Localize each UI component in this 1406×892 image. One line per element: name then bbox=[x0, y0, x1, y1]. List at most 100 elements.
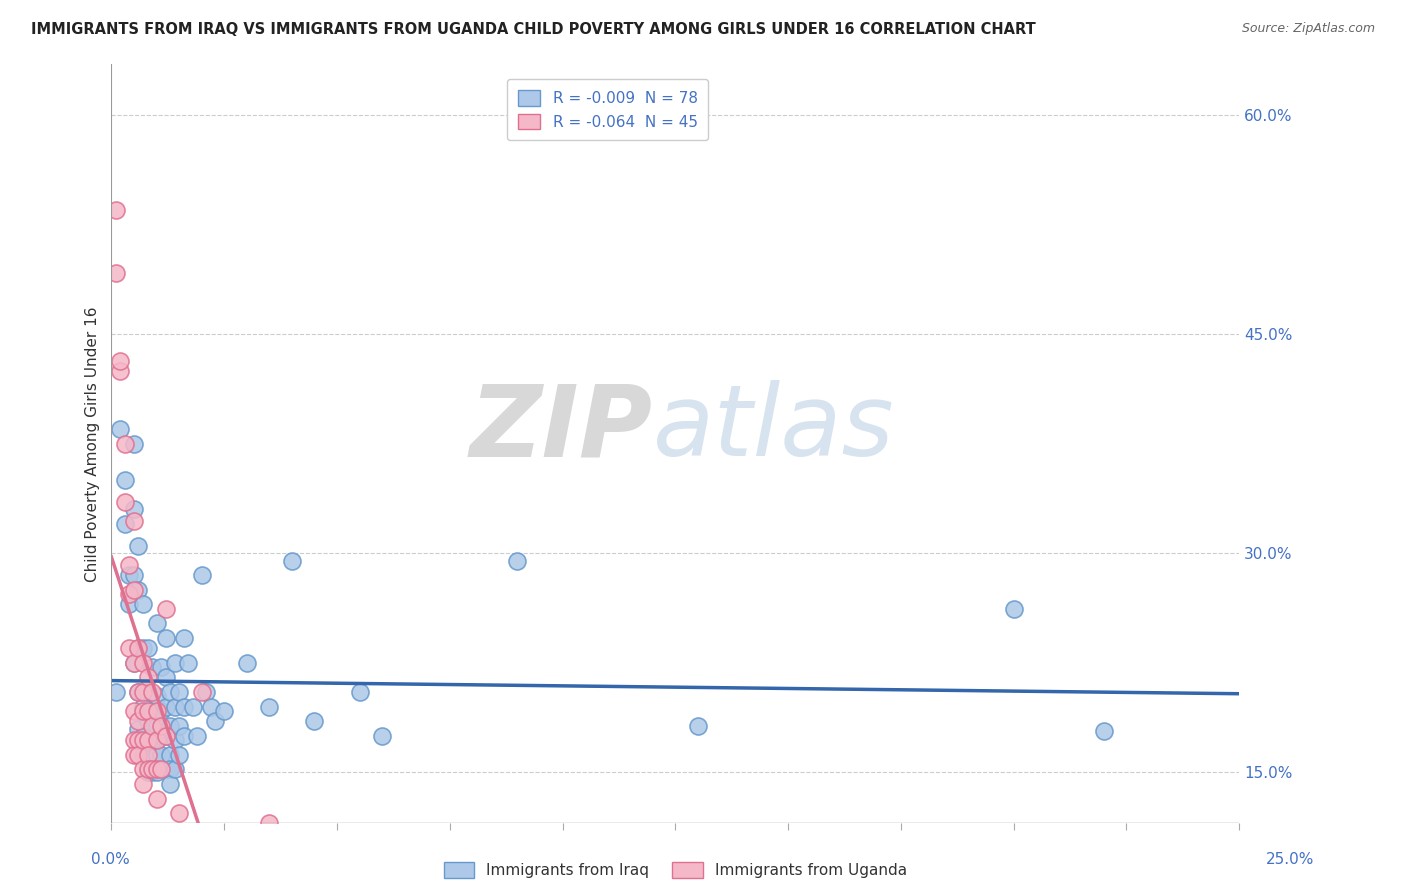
Point bbox=[136, 704, 159, 718]
Point bbox=[122, 514, 145, 528]
Point bbox=[145, 791, 167, 805]
Point bbox=[118, 568, 141, 582]
Point bbox=[122, 704, 145, 718]
Point bbox=[127, 733, 149, 747]
Point bbox=[118, 587, 141, 601]
Point bbox=[163, 656, 186, 670]
Point bbox=[506, 553, 529, 567]
Point bbox=[122, 747, 145, 762]
Point bbox=[141, 751, 163, 765]
Point bbox=[155, 602, 177, 616]
Point bbox=[145, 747, 167, 762]
Point bbox=[167, 685, 190, 699]
Point bbox=[141, 660, 163, 674]
Point bbox=[114, 473, 136, 487]
Point bbox=[195, 685, 218, 699]
Point bbox=[132, 685, 155, 699]
Point bbox=[127, 539, 149, 553]
Point bbox=[127, 685, 149, 699]
Point bbox=[110, 364, 132, 378]
Point bbox=[173, 631, 195, 645]
Point bbox=[104, 266, 127, 280]
Point bbox=[163, 763, 186, 777]
Point bbox=[200, 699, 222, 714]
Point bbox=[136, 714, 159, 729]
Point bbox=[155, 729, 177, 743]
Point bbox=[155, 670, 177, 684]
Point bbox=[122, 656, 145, 670]
Point bbox=[141, 733, 163, 747]
Point bbox=[173, 699, 195, 714]
Point bbox=[122, 656, 145, 670]
Point bbox=[150, 729, 173, 743]
Point bbox=[190, 568, 212, 582]
Point bbox=[167, 718, 190, 732]
Point bbox=[159, 777, 181, 791]
Point bbox=[136, 747, 159, 762]
Point bbox=[212, 704, 235, 718]
Point bbox=[136, 733, 159, 747]
Point bbox=[186, 729, 208, 743]
Point bbox=[132, 733, 155, 747]
Point bbox=[1092, 724, 1115, 739]
Text: atlas: atlas bbox=[652, 380, 894, 477]
Point bbox=[145, 690, 167, 704]
Point bbox=[150, 747, 173, 762]
Point bbox=[145, 704, 167, 718]
Point bbox=[104, 203, 127, 218]
Point bbox=[150, 718, 173, 732]
Text: ZIP: ZIP bbox=[470, 380, 652, 477]
Point bbox=[155, 729, 177, 743]
Point bbox=[136, 765, 159, 780]
Point bbox=[159, 685, 181, 699]
Point bbox=[204, 714, 226, 729]
Point bbox=[136, 670, 159, 684]
Point bbox=[190, 685, 212, 699]
Point bbox=[159, 747, 181, 762]
Point bbox=[173, 729, 195, 743]
Point bbox=[141, 704, 163, 718]
Point bbox=[122, 733, 145, 747]
Point bbox=[349, 685, 371, 699]
Point bbox=[114, 437, 136, 451]
Legend: R = -0.009  N = 78, R = -0.064  N = 45: R = -0.009 N = 78, R = -0.064 N = 45 bbox=[508, 79, 709, 140]
Point bbox=[122, 582, 145, 597]
Point bbox=[145, 765, 167, 780]
Point bbox=[155, 699, 177, 714]
Y-axis label: Child Poverty Among Girls Under 16: Child Poverty Among Girls Under 16 bbox=[86, 306, 100, 582]
Point bbox=[127, 714, 149, 729]
Point bbox=[150, 704, 173, 718]
Point bbox=[181, 699, 204, 714]
Point bbox=[145, 718, 167, 732]
Point bbox=[136, 641, 159, 656]
Point bbox=[122, 437, 145, 451]
Point bbox=[132, 699, 155, 714]
Point bbox=[132, 598, 155, 612]
Point bbox=[159, 763, 181, 777]
Point bbox=[141, 763, 163, 777]
Point bbox=[141, 765, 163, 780]
Point bbox=[167, 806, 190, 821]
Point bbox=[136, 685, 159, 699]
Point bbox=[145, 733, 167, 747]
Point bbox=[118, 558, 141, 572]
Point bbox=[132, 747, 155, 762]
Text: 0.0%: 0.0% bbox=[91, 852, 131, 867]
Point bbox=[132, 641, 155, 656]
Point bbox=[114, 495, 136, 509]
Point bbox=[127, 641, 149, 656]
Point bbox=[132, 729, 155, 743]
Point bbox=[127, 722, 149, 736]
Point bbox=[150, 660, 173, 674]
Text: 25.0%: 25.0% bbox=[1267, 852, 1315, 867]
Point bbox=[145, 763, 167, 777]
Point bbox=[132, 763, 155, 777]
Point bbox=[132, 704, 155, 718]
Point bbox=[127, 641, 149, 656]
Point bbox=[163, 699, 186, 714]
Point bbox=[110, 422, 132, 436]
Point bbox=[145, 733, 167, 747]
Point bbox=[136, 763, 159, 777]
Point bbox=[235, 656, 257, 670]
Point bbox=[127, 747, 149, 762]
